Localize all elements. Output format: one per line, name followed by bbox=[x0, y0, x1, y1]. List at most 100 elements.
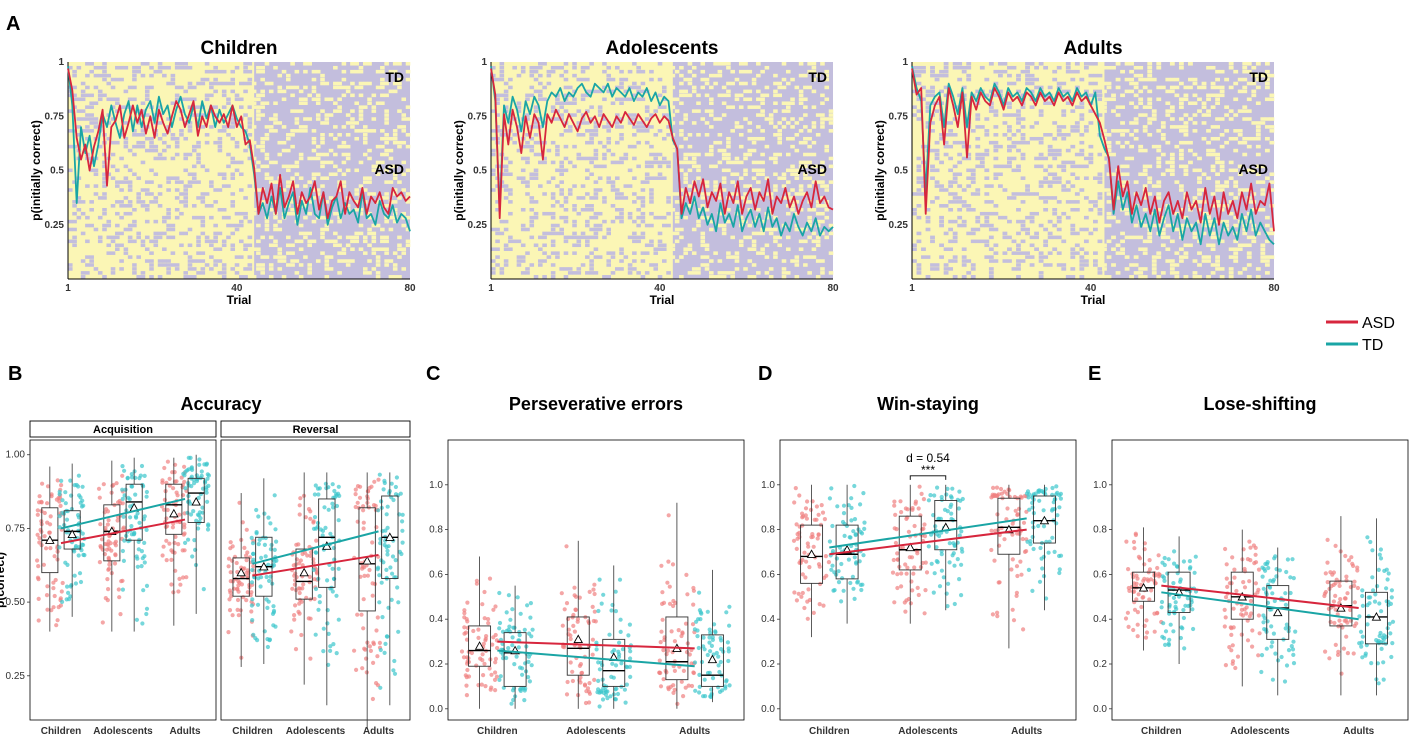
raster-cell bbox=[226, 164, 231, 169]
raster-cell bbox=[1174, 125, 1180, 129]
raster-cell bbox=[1151, 271, 1157, 275]
raster-cell bbox=[354, 168, 360, 173]
raster-cell bbox=[217, 144, 223, 149]
raster-cell bbox=[350, 247, 355, 251]
raster-cell bbox=[294, 164, 300, 169]
data-point bbox=[376, 508, 381, 513]
raster-cell bbox=[144, 204, 150, 208]
raster-cell bbox=[405, 215, 411, 220]
raster-cell bbox=[371, 231, 377, 236]
raster-cell bbox=[824, 207, 830, 212]
raster-cell bbox=[119, 215, 124, 220]
raster-cell bbox=[966, 152, 972, 157]
raster-cell bbox=[619, 136, 624, 141]
raster-cell bbox=[760, 97, 765, 102]
raster-cell bbox=[542, 97, 547, 102]
raster-cell bbox=[217, 231, 223, 236]
raster-cell bbox=[683, 176, 688, 180]
raster-cell bbox=[815, 239, 821, 244]
raster-cell bbox=[1061, 267, 1067, 271]
raster-cell bbox=[1169, 239, 1175, 244]
raster-cell bbox=[277, 259, 283, 263]
raster-cell bbox=[670, 255, 676, 259]
raster-cell bbox=[1242, 65, 1248, 70]
raster-cell bbox=[1025, 69, 1030, 74]
raster-cell bbox=[384, 133, 389, 137]
data-point bbox=[291, 563, 296, 568]
raster-cell bbox=[1169, 77, 1175, 82]
raster-cell bbox=[307, 267, 312, 271]
raster-cell bbox=[491, 109, 496, 113]
data-point bbox=[330, 501, 335, 506]
raster-cell bbox=[1192, 275, 1198, 279]
raster-cell bbox=[768, 156, 774, 161]
raster-cell bbox=[970, 231, 976, 236]
raster-cell bbox=[1133, 129, 1139, 133]
raster-cell bbox=[696, 267, 701, 271]
raster-cell bbox=[1133, 93, 1139, 98]
raster-cell bbox=[563, 196, 569, 200]
raster-cell bbox=[670, 65, 676, 70]
raster-cell bbox=[144, 89, 150, 94]
raster-cell bbox=[1242, 136, 1248, 141]
raster-cell bbox=[589, 62, 594, 66]
raster-cell bbox=[136, 255, 141, 259]
raster-cell bbox=[217, 172, 223, 177]
raster-cell bbox=[123, 180, 129, 184]
y-tick-label: 0.25 bbox=[889, 220, 909, 231]
raster-cell bbox=[925, 101, 931, 105]
data-point bbox=[362, 573, 367, 579]
raster-cell bbox=[824, 69, 830, 74]
raster-cell bbox=[1237, 271, 1243, 275]
raster-cell bbox=[85, 184, 90, 188]
raster-cell bbox=[657, 93, 663, 98]
raster-cell bbox=[191, 215, 197, 220]
raster-cell bbox=[961, 219, 967, 224]
raster-cell bbox=[602, 62, 607, 66]
raster-cell bbox=[934, 267, 940, 271]
raster-cell bbox=[743, 117, 748, 121]
raster-cell bbox=[243, 113, 248, 117]
raster-cell bbox=[943, 144, 949, 149]
raster-cell bbox=[807, 235, 812, 240]
data-point bbox=[474, 581, 479, 586]
raster-cell bbox=[798, 247, 804, 251]
data-point bbox=[139, 463, 145, 469]
raster-cell bbox=[388, 180, 394, 184]
raster-cell bbox=[1088, 121, 1094, 125]
raster-cell bbox=[200, 267, 206, 271]
raster-cell bbox=[721, 152, 727, 157]
raster-cell bbox=[157, 152, 163, 157]
series-line-asd bbox=[67, 68, 411, 220]
raster-cell bbox=[115, 180, 120, 184]
raster-cell bbox=[1025, 62, 1030, 66]
raster-cell bbox=[132, 152, 137, 157]
raster-cell bbox=[1147, 69, 1153, 74]
raster-cell bbox=[277, 73, 283, 78]
raster-cell bbox=[1246, 200, 1252, 204]
raster-cell bbox=[1025, 188, 1030, 192]
data-point bbox=[160, 553, 165, 558]
raster-cell bbox=[68, 188, 73, 192]
raster-cell bbox=[811, 121, 817, 125]
panel-letter-e: E bbox=[1088, 363, 1101, 385]
raster-cell bbox=[140, 160, 146, 165]
raster-cell bbox=[943, 267, 949, 271]
data-point bbox=[116, 587, 121, 592]
raster-cell bbox=[512, 140, 517, 145]
raster-cell bbox=[1129, 81, 1135, 86]
data-point bbox=[382, 542, 387, 548]
raster-cell bbox=[119, 243, 124, 248]
raster-cell bbox=[157, 231, 163, 236]
raster-cell bbox=[811, 77, 817, 82]
raster-cell bbox=[1251, 65, 1257, 70]
raster-cell bbox=[636, 239, 641, 244]
raster-cell bbox=[1016, 207, 1021, 212]
raster-cell bbox=[930, 164, 935, 169]
raster-cell bbox=[367, 211, 372, 216]
raster-cell bbox=[1052, 180, 1058, 184]
raster-cell bbox=[785, 247, 791, 251]
raster-cell bbox=[1083, 176, 1089, 180]
raster-cell bbox=[756, 97, 761, 102]
raster-cell bbox=[1192, 121, 1198, 125]
